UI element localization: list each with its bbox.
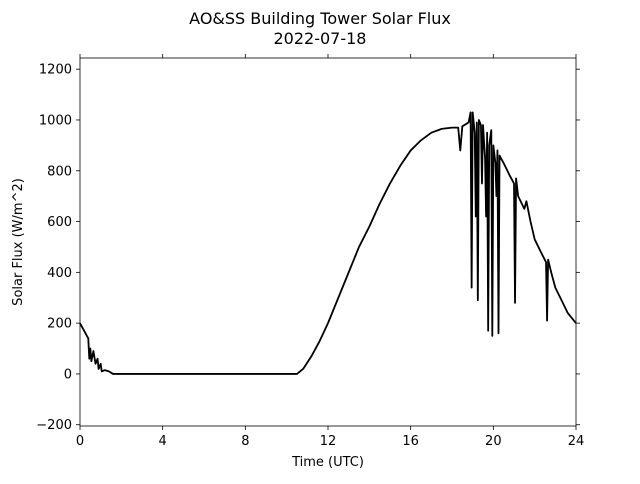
x-tick-label: 12 [320, 434, 337, 449]
y-axis-label: Solar Flux (W/m^2) [11, 178, 26, 306]
x-tick-label: 0 [76, 434, 84, 449]
y-tick-label: 0 [64, 367, 72, 382]
plot-frame [79, 57, 577, 427]
y-tick-label: 800 [47, 164, 72, 179]
x-axis-label: Time (UTC) [291, 455, 364, 470]
x-tick-label: 8 [241, 434, 249, 449]
y-tick-label: 1200 [39, 63, 72, 78]
y-tick-label: 1000 [39, 113, 72, 128]
chart-subtitle: 2022-07-18 [274, 29, 367, 48]
x-tick-label: 20 [485, 434, 502, 449]
x-tick-label: 4 [159, 434, 167, 449]
data-line [79, 111, 577, 375]
chart-title: AO&SS Building Tower Solar Flux [189, 9, 451, 28]
y-tick-label: 200 [47, 317, 72, 332]
y-tick-label: 400 [47, 266, 72, 281]
y-tick-label: 600 [47, 215, 72, 230]
x-tick-label: 16 [402, 434, 419, 449]
x-tick-label: 24 [568, 434, 585, 449]
y-tick-label: −200 [36, 418, 72, 433]
